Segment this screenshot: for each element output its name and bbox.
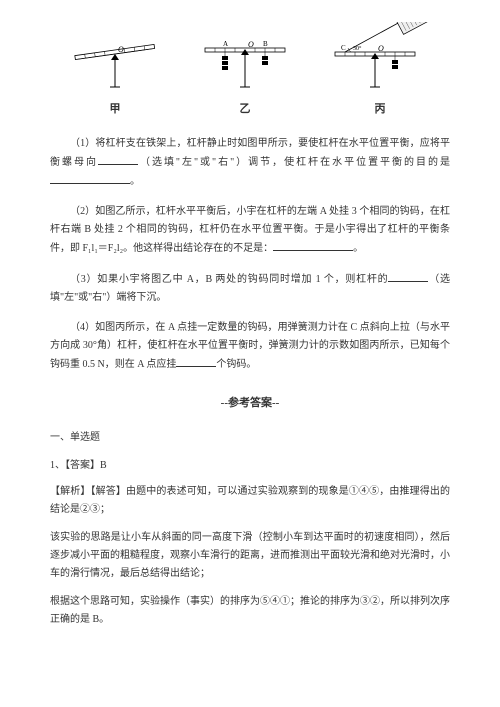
question-2: （2）如图乙所示，杠杆水平平衡后，小宇在杠杆的左端 A 处挂 3 个相同的钩码，… [50, 203, 450, 258]
figure-jia: O 甲 [65, 32, 165, 120]
lever-diagram-jia: O [65, 32, 165, 92]
question-3: （3）如果小宇将图乙中 A，B 两处的钩码同时增加 1 个，则杠杆的（选填"左"… [50, 270, 450, 307]
q1-blank-1 [98, 153, 138, 165]
explain-2: 该实验的思路是让小车从斜面的同一高度下滑（控制小车到达平面时的初速度相同），然后… [50, 529, 450, 583]
svg-text:O: O [378, 44, 384, 53]
lever-diagram-yi: A B O [195, 32, 295, 92]
q3-text-1: （3）如果小宇将图乙中 A，B 两处的钩码同时增加 1 个，则杠杆的 [70, 274, 388, 285]
explain-3: 根据这个思路可知，实验操作（事实）的排序为⑤④①；推论的排序为③②，所以排列次序… [50, 593, 450, 629]
question-4: （4）如图丙所示，在 A 点挂一定数量的钩码，用弹簧测力计在 C 点斜向上拉（与… [50, 319, 450, 374]
explain-prefix: 【解析】【解答】 [50, 486, 126, 497]
q3-blank [388, 270, 428, 282]
figure-label-bing: 丙 [375, 100, 386, 120]
lever-diagram-bing: C O 30° [325, 22, 435, 92]
svg-text:C: C [341, 44, 346, 52]
figure-label-jia: 甲 [110, 100, 121, 120]
q2-text: （2）如图乙所示，杠杆水平平衡后，小宇在杠杆的左端 A 处挂 3 个相同的钩码，… [50, 206, 450, 254]
q2-suffix: 。 [353, 243, 363, 254]
svg-text:A: A [223, 40, 228, 48]
explain-1: 【解析】【解答】由题中的表述可知，可以通过实验观察到的现象是①④⑤，由推理得出的… [50, 483, 450, 519]
svg-text:O: O [248, 40, 254, 49]
svg-text:O: O [118, 45, 124, 54]
section-heading: 一、单选题 [50, 429, 450, 447]
svg-text:30°: 30° [353, 45, 362, 52]
answer-1-label: 1、【答案】B [50, 457, 450, 475]
svg-text:B: B [263, 40, 268, 48]
figure-yi: A B O 乙 [195, 32, 295, 120]
figures-row: O 甲 A B O 乙 [50, 30, 450, 120]
figure-bing: C O 30° 丙 [325, 22, 435, 120]
q1-blank-2 [50, 172, 130, 184]
answer-header: --参考答案-- [50, 394, 450, 414]
q4-text-2: 个钩码。 [216, 359, 256, 370]
figure-label-yi: 乙 [240, 100, 251, 120]
q1-text-3: 。 [130, 176, 140, 187]
q4-blank [176, 355, 216, 367]
q1-text-2: （选填"左"或"右"）调节，使杠杆在水平位置平衡的目的是 [138, 157, 450, 168]
q2-blank [273, 239, 353, 251]
question-1: （1）将杠杆支在铁架上，杠杆静止时如图甲所示，要使杠杆在水平位置平衡，应将平衡螺… [50, 135, 450, 191]
